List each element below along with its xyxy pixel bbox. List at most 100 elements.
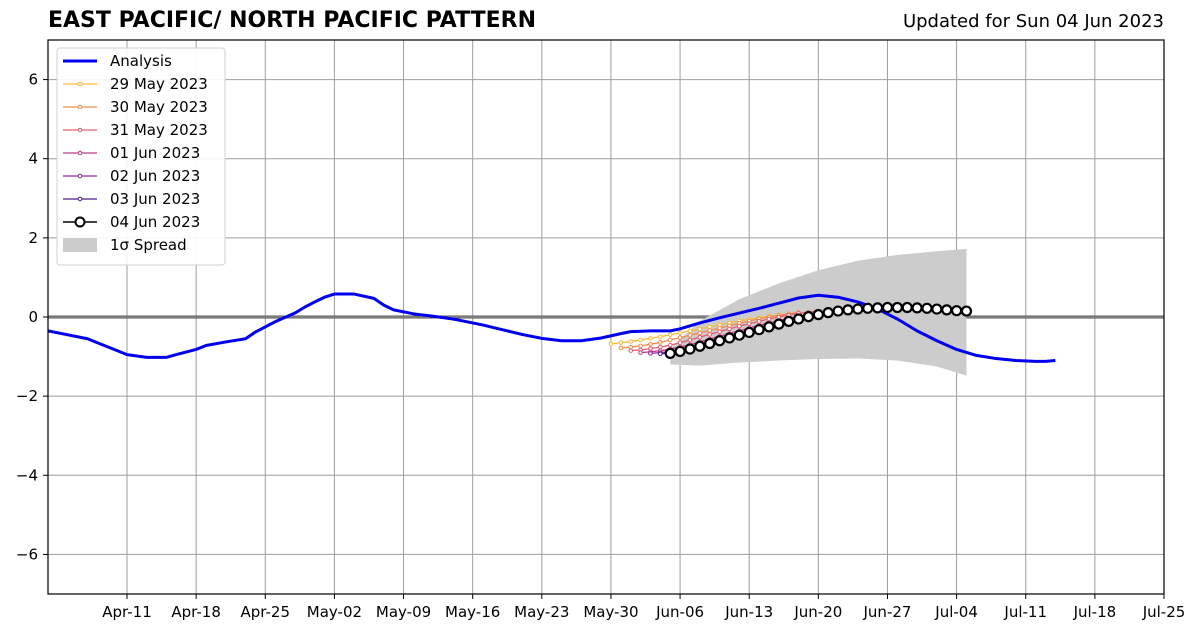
forecast-point [717,325,722,331]
legend-label: 29 May 2023 [110,75,208,93]
grid [48,40,1165,594]
legend-marker [77,196,83,202]
latest-forecast-point [664,347,676,360]
latest-forecast-point [832,305,844,317]
forecast-point [776,314,782,320]
x-tick-label: Jul-11 [1003,603,1047,621]
forecast-point [766,316,772,322]
y-tick-label: −6 [16,545,38,563]
legend-label: 30 May 2023 [110,98,208,116]
latest-forecast-point [941,304,953,316]
legend-marker [74,216,86,228]
legend-item: 04 Jun 2023 [63,213,200,231]
latest-forecast-point [871,302,884,314]
x-tick-label: Jul-18 [1073,603,1117,621]
legend-label: 03 Jun 2023 [110,190,200,208]
forecast-point [756,319,762,324]
forecast-point [618,340,624,346]
legend-swatch [63,238,97,252]
forecast-point [628,344,633,350]
forecast-point [707,324,712,330]
legend-label: 1σ Spread [110,236,187,254]
legend-item: 1σ Spread [63,236,187,254]
legend-marker [77,127,83,133]
series-04-jun-2023 [664,301,973,360]
latest-forecast-point [674,345,686,358]
legend-item: Analysis [63,52,172,70]
forecast-point [628,348,633,353]
legend-box [56,47,226,266]
series-group [47,292,1056,363]
forecast-point [746,321,752,327]
latest-forecast-point [931,303,943,315]
y-tick-label: −4 [16,466,38,484]
forecast-point [707,328,712,333]
x-tick-label: Jun-13 [724,603,773,621]
latest-forecast-point [773,318,785,330]
y-tick-label: 6 [28,71,38,89]
plot-frame [47,39,1165,595]
chart-title: EAST PACIFIC/ NORTH PACIFIC PATTERN [48,8,537,33]
forecast-point [677,335,683,340]
forecast-point [707,332,712,337]
latest-forecast-point [911,302,923,314]
latest-forecast-point [842,304,854,316]
forecast-point [687,328,693,334]
legend-marker [77,173,83,179]
forecast-point [648,342,653,347]
x-tick-label: Apr-18 [171,603,221,621]
forecast-point [658,351,663,357]
legend: Analysis 29 May 2023 30 May 2023 31 May 202… [56,47,226,266]
forecast-point [727,326,732,332]
y-tick-label: 2 [28,229,38,247]
latest-forecast-point [921,302,933,314]
legend-item: 30 May 2023 [63,98,208,116]
latest-forecast-point [753,324,765,336]
forecast-point [667,337,673,343]
latest-forecast-point [713,335,726,347]
latest-forecast-point [960,305,973,317]
forecast-point [687,337,693,343]
x-tick-label: May-09 [376,603,431,621]
forecast-point [677,340,683,346]
x-tick-label: Jul-25 [1142,603,1186,621]
latest-forecast-point [881,301,894,314]
latest-forecast-point [812,309,824,321]
latest-forecast-point [891,301,903,314]
x-tick-label: May-23 [514,603,569,621]
legend-label: Analysis [110,52,172,70]
x-tick-label: Jun-27 [863,603,912,621]
latest-forecast-point [792,313,805,325]
latest-forecast-point [951,305,963,317]
forecast-point [608,341,614,347]
latest-forecast-point [704,337,716,350]
legend-item: 01 Jun 2023 [63,144,200,162]
latest-forecast-point [723,332,736,344]
forecast-point [697,326,703,332]
forecast-point [677,330,683,336]
x-tick-label: May-02 [307,603,362,621]
latest-forecast-point [733,329,745,341]
forecast-point [638,337,643,343]
latest-forecast-point [783,315,795,327]
forecast-point [628,339,633,344]
forecast-point [648,351,653,356]
legend-item: 03 Jun 2023 [63,190,200,208]
forecast-point [638,343,643,349]
x-tick-label: Apr-25 [241,603,291,621]
axes: Apr-11 Apr-18 Apr-25 May-02 May-09 May-16 May-… [16,39,1186,621]
x-tick-label: May-16 [445,603,500,621]
legend-item: 02 Jun 2023 [63,167,200,185]
legend-label: 01 Jun 2023 [110,144,200,162]
forecast-point [658,340,663,345]
latest-forecast-point [694,340,706,352]
x-tick-label: Jun-06 [655,603,704,621]
forecast-point [648,336,653,341]
latest-forecast-point [743,326,755,339]
forecast-point [667,332,673,338]
latest-forecast-point [802,311,815,323]
legend-marker [77,150,83,156]
forecast-point [697,330,703,336]
forecast-point [737,323,742,329]
chart-subtitle: Updated for Sun 04 Jun 2023 [902,11,1164,32]
